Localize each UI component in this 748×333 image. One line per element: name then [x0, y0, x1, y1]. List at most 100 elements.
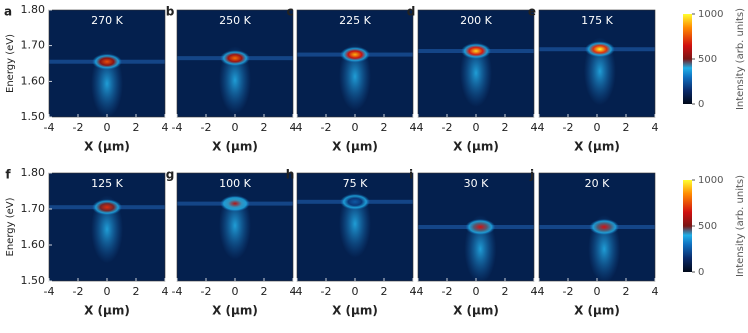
emission-peak	[92, 199, 122, 216]
heatmap	[297, 42, 413, 111]
y-tick-label: 1.80	[21, 166, 46, 179]
x-tick-label: 2	[261, 285, 268, 298]
heatmap	[418, 39, 534, 108]
emission-peak	[340, 46, 370, 63]
panel-title: 125 K	[91, 177, 123, 190]
panel-label: c	[286, 5, 293, 19]
panel-label: g	[166, 168, 175, 182]
x-tick-label: 2	[623, 121, 630, 134]
x-tick-label: 0	[352, 121, 359, 134]
x-tick-label: -4	[172, 121, 183, 134]
colorbar	[683, 14, 692, 104]
x-tick-label: -2	[73, 285, 84, 298]
y-tick-label: 1.80	[21, 3, 46, 16]
panel-title: 30 K	[464, 177, 489, 190]
emission-peak	[465, 219, 496, 235]
emission-peak	[220, 50, 250, 67]
x-tick-label: 4	[162, 285, 169, 298]
x-tick-label: 4	[290, 121, 297, 134]
x-tick-label: 4	[410, 285, 417, 298]
x-axis-label: X (μm)	[212, 140, 258, 154]
x-tick-label: 2	[133, 121, 140, 134]
panel-label: e	[528, 5, 536, 19]
y-tick-label: 1.50	[21, 274, 46, 287]
x-tick-label: 0	[473, 121, 480, 134]
x-tick-label: 4	[531, 285, 538, 298]
y-tick-label: 1.70	[21, 202, 46, 215]
x-tick-label: -2	[73, 121, 84, 134]
x-tick-label: 2	[261, 121, 268, 134]
x-tick-label: 4	[410, 121, 417, 134]
x-tick-label: 2	[381, 285, 388, 298]
emission-peak	[461, 43, 491, 60]
heatmap	[539, 37, 655, 106]
x-tick-label: 0	[104, 121, 111, 134]
x-axis-label: X (μm)	[453, 304, 499, 318]
colorbar-tick-label: 1000	[698, 175, 723, 186]
panel-title: 270 K	[91, 14, 123, 27]
heatmap	[297, 189, 413, 258]
colorbar-tick-label: 500	[698, 221, 717, 232]
panel-title: 100 K	[219, 177, 251, 190]
colorbar-label: Intensity (arb. units)	[735, 175, 746, 277]
panel-label: b	[166, 5, 175, 19]
panel-title: 250 K	[219, 14, 251, 27]
x-tick-label: 0	[232, 285, 239, 298]
panel-title: 175 K	[581, 14, 613, 27]
y-axis-label: Energy (eV)	[5, 34, 16, 93]
x-tick-label: -2	[442, 121, 453, 134]
x-tick-label: -2	[563, 121, 574, 134]
x-tick-label: 0	[232, 121, 239, 134]
x-tick-label: -2	[201, 285, 212, 298]
y-tick-label: 1.60	[21, 238, 46, 251]
x-tick-label: -4	[413, 285, 424, 298]
x-axis-label: X (μm)	[453, 140, 499, 154]
x-tick-label: 2	[502, 285, 509, 298]
x-tick-label: -4	[413, 121, 424, 134]
heatmap	[539, 215, 655, 281]
x-tick-label: 4	[290, 285, 297, 298]
emission-peak	[584, 41, 615, 58]
heatmap	[177, 46, 293, 115]
x-tick-label: 4	[652, 121, 659, 134]
y-tick-label: 1.50	[21, 110, 46, 123]
panel-title: 75 K	[343, 177, 368, 190]
x-tick-label: -4	[534, 285, 545, 298]
panel-label: j	[529, 168, 534, 182]
colorbar-label: Intensity (arb. units)	[735, 8, 746, 110]
x-axis-label: X (μm)	[332, 304, 378, 318]
x-axis-label: X (μm)	[84, 304, 130, 318]
emission-peak	[92, 53, 122, 70]
x-tick-label: -2	[321, 285, 332, 298]
panel-label: f	[5, 168, 11, 182]
x-axis-label: X (μm)	[332, 140, 378, 154]
colorbar-tick-label: 1000	[698, 9, 723, 20]
x-tick-label: 0	[594, 285, 601, 298]
x-axis-label: X (μm)	[574, 140, 620, 154]
heatmap	[418, 215, 534, 281]
y-tick-label: 1.70	[21, 39, 46, 52]
x-tick-label: 4	[531, 121, 538, 134]
x-tick-label: -4	[534, 121, 545, 134]
x-axis-label: X (μm)	[84, 140, 130, 154]
heatmap	[177, 191, 293, 260]
emission-peak	[589, 219, 620, 235]
x-tick-label: -4	[292, 285, 303, 298]
panel-label: a	[4, 5, 12, 19]
x-tick-label: 4	[162, 121, 169, 134]
x-tick-label: -4	[172, 285, 183, 298]
colorbar	[683, 180, 692, 272]
x-tick-label: 2	[623, 285, 630, 298]
colorbar-tick-label: 0	[698, 99, 704, 110]
x-tick-label: 0	[594, 121, 601, 134]
x-tick-label: 0	[352, 285, 359, 298]
x-tick-label: -2	[563, 285, 574, 298]
x-tick-label: 2	[133, 285, 140, 298]
colorbar-tick-label: 0	[698, 267, 704, 278]
x-tick-label: 2	[381, 121, 388, 134]
x-tick-label: -2	[201, 121, 212, 134]
x-tick-label: -4	[292, 121, 303, 134]
heatmap	[49, 195, 165, 264]
panel-title: 200 K	[460, 14, 492, 27]
